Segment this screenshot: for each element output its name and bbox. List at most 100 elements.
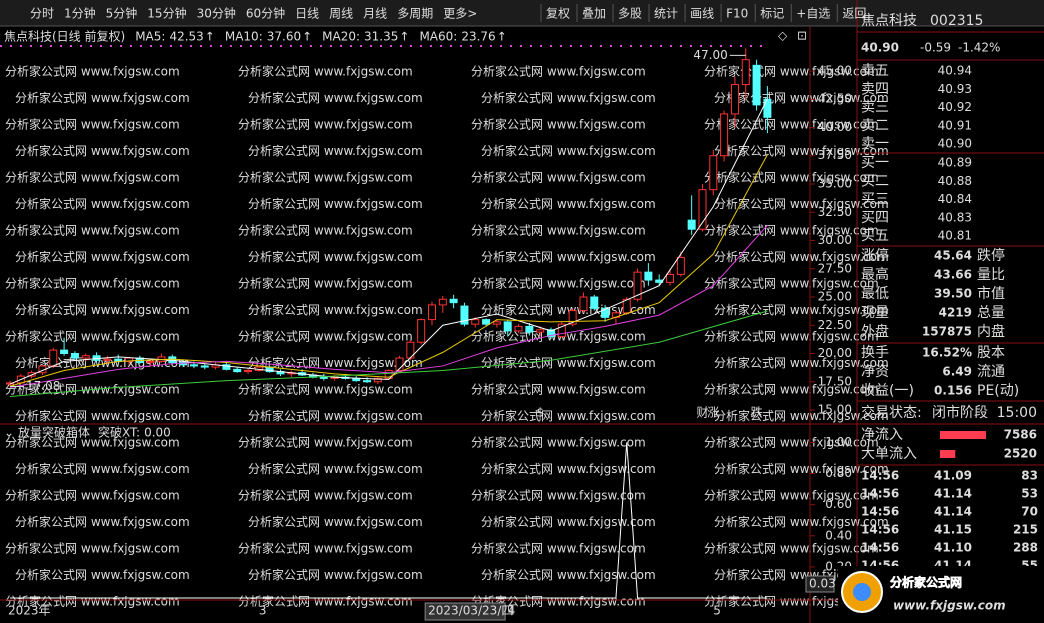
indicator-value: 0.00 bbox=[144, 426, 171, 440]
watermark: 分析家公式网 www.fxjgsw.com bbox=[471, 223, 646, 238]
candle-body bbox=[200, 365, 209, 368]
candle-body bbox=[189, 364, 198, 367]
watermark: 分析家公式网 www.fxjgsw.com bbox=[704, 64, 879, 79]
period-tab[interactable]: 周线 bbox=[329, 7, 353, 21]
candle-body bbox=[709, 155, 718, 191]
stat-value: 4219 bbox=[939, 306, 972, 320]
candle-body bbox=[720, 113, 729, 157]
tool-button[interactable]: 多股 bbox=[618, 7, 642, 21]
tick-time: 14:56 bbox=[861, 541, 899, 555]
stat-value: 43.66 bbox=[934, 268, 972, 282]
period-tab[interactable]: 更多> bbox=[443, 7, 477, 21]
watermark: 分析家公式网 www.fxjgsw.com bbox=[481, 514, 656, 529]
candle-body bbox=[752, 64, 761, 106]
watermark: 分析家公式网 www.fxjgsw.com bbox=[714, 249, 889, 264]
watermark: 分析家公式网 www.fxjgsw.com bbox=[248, 90, 423, 105]
watermark: 分析家公式网 www.fxjgsw.com bbox=[248, 249, 423, 264]
book-price: 40.89 bbox=[938, 156, 972, 170]
candle-body bbox=[146, 360, 155, 364]
watermark: 分析家公式网 www.fxjgsw.com bbox=[238, 382, 413, 397]
tick-time: 14:56 bbox=[861, 487, 899, 501]
watermark: 分析家公式网 www.fxjgsw.com bbox=[238, 488, 413, 503]
watermark: 分析家公式网 www.fxjgsw.com bbox=[15, 249, 190, 264]
watermark: 分析家公式网 www.fxjgsw.com bbox=[238, 170, 413, 185]
candle-body bbox=[460, 305, 469, 325]
watermark: 分析家公式网 www.fxjgsw.com bbox=[248, 514, 423, 529]
stat-label: 跌停 bbox=[977, 247, 1005, 264]
y-tick-label: 17.50 bbox=[818, 374, 852, 388]
tick-time: 14:56 bbox=[861, 523, 899, 537]
watermark: 分析家公式网 www.fxjgsw.com bbox=[5, 276, 180, 291]
watermark: 分析家公式网 www.fxjgsw.com bbox=[704, 170, 879, 185]
watermark: 分析家公式网 www.fxjgsw.com bbox=[248, 302, 423, 317]
watermark: 分析家公式网 www.fxjgsw.com bbox=[714, 302, 889, 317]
stat-value: 157875 bbox=[922, 325, 972, 339]
chart-title: 焦点科技(日线 前复权) bbox=[4, 29, 125, 44]
watermark: 分析家公式网 www.fxjgsw.com bbox=[704, 117, 879, 132]
period-tab[interactable]: 30分钟 bbox=[197, 6, 236, 21]
candle-body bbox=[687, 219, 696, 230]
period-tab[interactable]: 5分钟 bbox=[106, 6, 138, 21]
icon: ⌄ bbox=[4, 426, 14, 440]
period-tab[interactable]: 月线 bbox=[363, 7, 387, 21]
candle-body bbox=[49, 349, 58, 367]
status: 闭市阶段 bbox=[932, 404, 988, 421]
period-tab[interactable]: 日线 bbox=[295, 7, 319, 21]
watermark: 分析家公式网 www.fxjgsw.com bbox=[238, 117, 413, 132]
watermark: 分析家公式网 www.fxjgsw.com bbox=[481, 408, 656, 423]
tool-button[interactable]: 画线 bbox=[690, 7, 714, 21]
watermark: 分析家公式网 www.fxjgsw.com bbox=[481, 249, 656, 264]
book-label: 买二 bbox=[861, 173, 889, 189]
y-tick-label: 20.00 bbox=[818, 346, 852, 360]
tool-button[interactable]: 标记 bbox=[760, 7, 784, 21]
period-tab[interactable]: 15分钟 bbox=[147, 6, 186, 21]
candle-body bbox=[601, 307, 610, 318]
date-highlight bbox=[424, 602, 506, 621]
stat-label: 换手 bbox=[861, 344, 889, 361]
watermark: 分析家公式网 www.fxjgsw.com bbox=[238, 594, 413, 609]
period-tab[interactable]: 分时 bbox=[30, 7, 54, 21]
y-tick-label: 27.50 bbox=[818, 261, 852, 275]
y-tick-label: 0.60 bbox=[825, 497, 852, 511]
watermark: 分析家公式网 www.fxjgsw.com bbox=[714, 514, 889, 529]
candle-body bbox=[525, 325, 534, 333]
watermark: 分析家公式网 www.fxjgsw.com bbox=[704, 382, 879, 397]
period-tab[interactable]: 60分钟 bbox=[246, 6, 285, 21]
price: 40.90 bbox=[861, 41, 899, 55]
date-label: 2023/03/23/四 bbox=[428, 604, 513, 618]
tool-button[interactable]: 复权 bbox=[546, 7, 570, 21]
y-tick-label: 15.00 bbox=[818, 403, 852, 417]
stat-label: 总量 bbox=[977, 305, 1005, 321]
y-tick-label: 1.00 bbox=[825, 435, 852, 449]
book-price: 40.92 bbox=[938, 100, 972, 114]
stat-label: 内盘 bbox=[977, 323, 1005, 340]
candle-body bbox=[427, 304, 436, 321]
watermark: 分析家公式网 www.fxjgsw.com bbox=[15, 302, 190, 317]
tool-button[interactable]: 统计 bbox=[654, 7, 678, 21]
book-price: 40.93 bbox=[938, 82, 972, 96]
candle-body bbox=[27, 372, 36, 377]
tick-volume: 53 bbox=[1021, 487, 1038, 501]
tick-price: 41.10 bbox=[934, 541, 972, 555]
watermark: 分析家公式网 www.fxjgsw.com bbox=[238, 541, 413, 556]
tool-button[interactable]: +自选 bbox=[796, 7, 830, 21]
event-marker: 财 bbox=[696, 406, 708, 420]
tool-button[interactable]: F10 bbox=[726, 7, 748, 21]
candle-body bbox=[676, 256, 685, 275]
ma-name: MA5: bbox=[135, 30, 165, 44]
book-label: 买一 bbox=[861, 155, 889, 171]
watermark: 分析家公式网 www.fxjgsw.com bbox=[704, 329, 879, 344]
stat-value: 16.52% bbox=[922, 346, 972, 360]
ma-value: 31.35 bbox=[364, 30, 398, 44]
tool-button[interactable]: 叠加 bbox=[582, 7, 606, 21]
period-tab[interactable]: 多周期 bbox=[397, 7, 433, 21]
watermark: 分析家公式网 www.fxjgsw.com bbox=[481, 355, 656, 370]
flow-bar bbox=[940, 431, 986, 439]
watermark: 分析家公式网 www.fxjgsw.com bbox=[704, 488, 879, 503]
y-tick-label: 37.50 bbox=[818, 148, 852, 162]
tool-button[interactable]: 返回 bbox=[842, 7, 866, 21]
period-tab[interactable]: 1分钟 bbox=[64, 6, 96, 21]
change-pct: -1.42% bbox=[958, 41, 1000, 55]
watermark: 分析家公式网 www.fxjgsw.com bbox=[704, 276, 879, 291]
candle-body bbox=[395, 357, 404, 371]
